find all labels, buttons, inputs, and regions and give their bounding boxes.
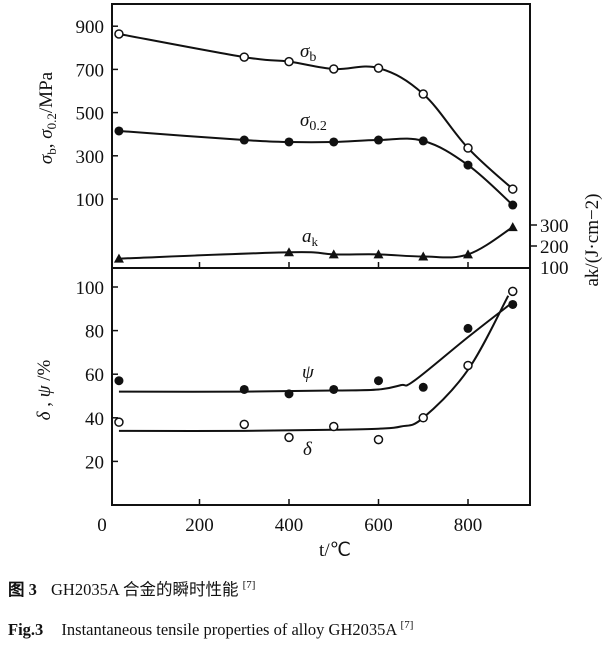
marker-filled-circle [239,135,249,145]
marker-open-circle [463,360,473,371]
marker-open-circle [284,56,294,67]
x-tick-label: 800 [454,515,483,536]
y-axis-label-strength: σb, σ0.2/MPa [36,71,59,164]
marker-filled-circle [418,136,428,146]
marker-open-circle [284,432,294,443]
series-label-ak: ak [302,226,319,249]
marker-filled-circle [463,323,473,333]
caption-cn-text: GH2035A 合金的瞬时性能 [51,580,238,599]
x-tick-label: 600 [364,515,393,536]
marker-open-circle [508,184,518,194]
series-label-sigma-02: σ0.2 [300,110,327,134]
y-axis-label-impact: ak/(J·cm−2) [582,193,603,286]
marker-triangle [507,222,518,232]
axis-ticks: 0 200 400 600 800 900 700 500 300 100 100 80 60 40 20 3… [76,17,569,536]
x-axis-label: t/℃ [319,540,351,561]
marker-open-circle [508,286,518,297]
curve-psi [118,301,514,393]
marker-triangle [418,251,429,261]
series-label-sigma-b: σb [300,41,316,65]
y-tick-label-right: 100 [540,258,569,279]
series-label-psi: ψ [302,362,315,383]
y-tick-label: 80 [85,322,104,343]
marker-filled-circle [418,382,428,392]
marker-open-circle [463,143,473,153]
marker-triangle [113,253,124,263]
marker-open-circle [114,29,124,39]
y-tick-label: 20 [85,452,104,473]
marker-filled-circle [114,126,124,136]
y-tick-label: 500 [76,104,105,125]
caption-en-ref: [7] [401,619,414,631]
y-tick-label-right: 300 [540,216,569,237]
marker-open-circle [418,413,428,423]
caption-en-label: Fig.3 [8,620,43,639]
caption-en: Fig.3 Instantaneous tensile properties o… [8,619,413,639]
marker-open-circle [239,419,249,430]
marker-triangle [328,249,339,259]
marker-open-circle [114,417,124,427]
marker-filled-circle [374,135,383,145]
marker-triangle [284,247,294,257]
caption-en-text: Instantaneous tensile properties of allo… [61,620,397,639]
caption-cn-ref: [7] [243,579,256,591]
plot-border [111,3,531,506]
y-tick-label: 60 [85,365,104,386]
caption-cn-label: 图 3 [8,580,37,599]
marker-filled-circle [463,160,473,170]
marker-open-circle [329,421,339,432]
y-tick-label: 300 [76,147,105,168]
marker-filled-circle [114,376,124,386]
y-axis-label-ductility: δ , ψ /% [34,359,55,420]
caption-cn: 图 3 GH2035A 合金的瞬时性能 [7] [8,579,255,599]
marker-filled-circle [284,137,294,147]
plot-frame [111,3,531,506]
marker-filled-circle [239,384,249,394]
marker-open-circle [418,89,428,99]
x-tick-label: 0 [97,515,107,536]
marker-triangle [463,249,473,259]
y-tick-label: 100 [76,190,105,211]
y-tick-label-right: 200 [540,237,569,258]
marker-triangle [373,249,384,259]
marker-filled-circle [374,376,383,386]
x-tick-label: 200 [185,515,214,536]
marker-filled-circle [284,389,294,399]
y-tick-label: 100 [76,278,105,299]
x-tick-label: 400 [275,515,304,536]
series-curves [118,32,514,432]
y-tick-label: 700 [76,60,105,81]
marker-open-circle [239,52,249,62]
marker-filled-circle [329,137,339,147]
marker-open-circle [373,434,384,445]
marker-filled-circle [508,200,518,210]
curve-sigma-02 [118,129,514,206]
data-markers [113,29,518,445]
marker-open-circle [329,64,339,74]
y-tick-label: 900 [76,17,105,38]
series-label-delta: δ [303,439,313,460]
curve-delta [118,295,510,432]
marker-filled-circle [329,384,339,394]
marker-filled-circle [508,299,518,309]
marker-open-circle [373,63,384,73]
y-tick-label: 40 [85,409,104,430]
